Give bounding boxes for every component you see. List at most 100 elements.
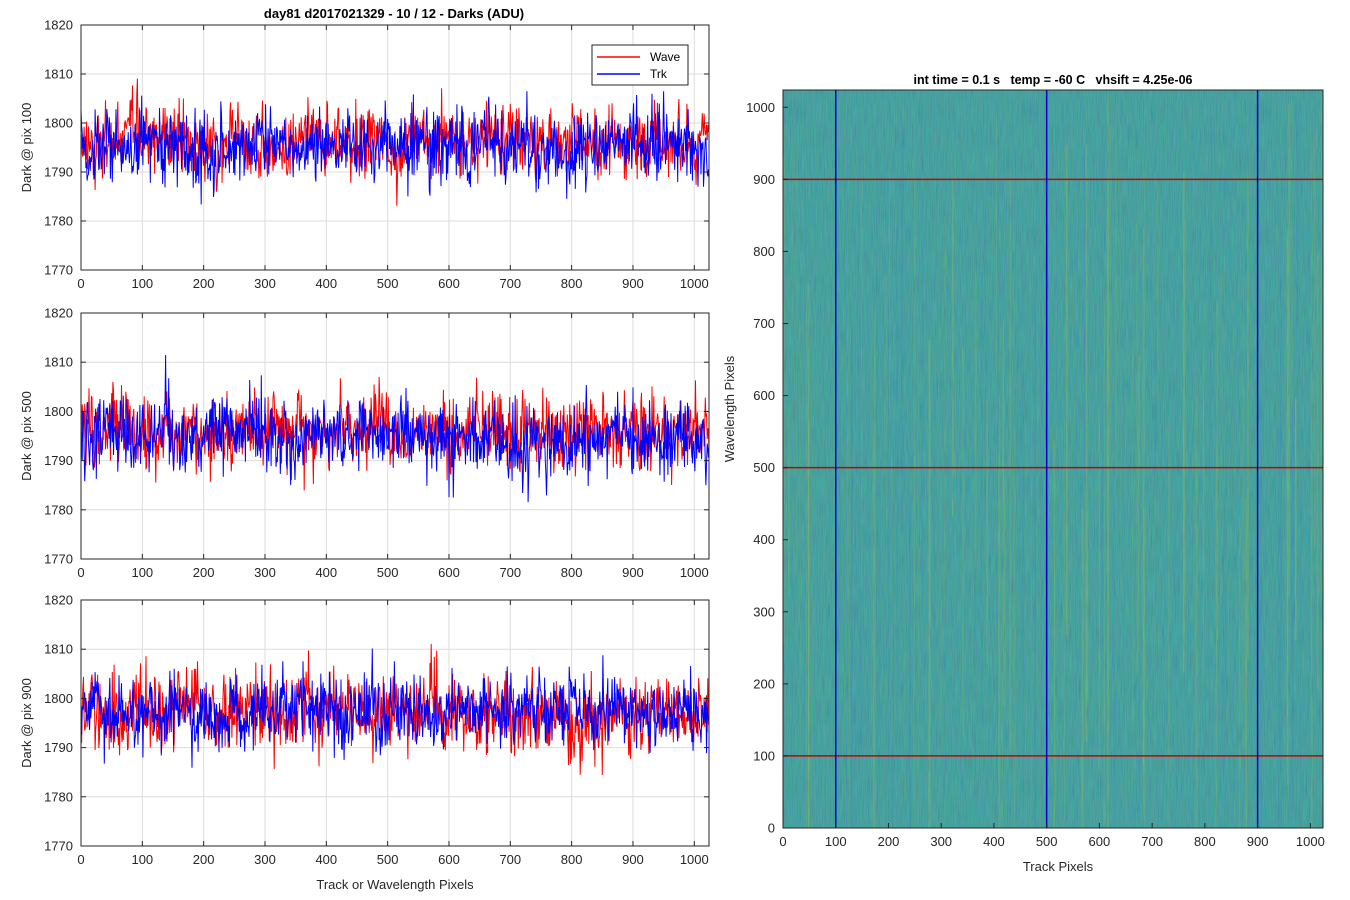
x-tick-label: 100 xyxy=(131,852,153,867)
x-tick-label: 700 xyxy=(499,276,521,291)
x-tick-label: 1000 xyxy=(680,852,709,867)
x-tick-label: 0 xyxy=(77,565,84,580)
x-tick-label: 500 xyxy=(1036,834,1058,849)
axes-frame xyxy=(80,312,710,560)
y-tick-label: 0 xyxy=(768,821,775,836)
y-tick-label: 1820 xyxy=(44,18,73,33)
y-tick-label: 700 xyxy=(753,316,775,331)
x-tick-label: 400 xyxy=(315,852,337,867)
grid xyxy=(80,599,709,847)
y-tick-label: 1800 xyxy=(44,116,73,131)
x-tick-labels: 0 100 200 300 400 500 600 700 800 900 1000 xyxy=(779,823,1325,849)
x-tick-label: 700 xyxy=(499,852,521,867)
y-axis-label: Dark @ pix 100 xyxy=(19,103,34,193)
series-trk xyxy=(80,648,710,768)
x-tick-labels: 0 100 200 300 400 500 600 700 800 900 1000 xyxy=(77,600,709,867)
heatmap-panel: int time = 0.1 s temp = -60 C vhsift = 4… xyxy=(722,73,1325,874)
x-tick-label: 100 xyxy=(825,834,847,849)
plot-pix-500: 0 100 200 300 400 500 600 700 800 900 1000 1770 178… xyxy=(19,306,710,580)
y-tick-label: 1780 xyxy=(44,789,73,804)
heatmap-image xyxy=(783,90,1324,829)
x-tick-label: 300 xyxy=(930,834,952,849)
heatmap-title: int time = 0.1 s temp = -60 C vhsift = 4… xyxy=(914,73,1193,87)
y-tick-label: 600 xyxy=(753,388,775,403)
y-tick-label: 1000 xyxy=(746,100,775,115)
x-tick-label: 1000 xyxy=(680,565,709,580)
x-tick-label: 700 xyxy=(499,565,521,580)
heatmap-markers xyxy=(783,90,1323,828)
x-tick-label: 600 xyxy=(438,276,460,291)
y-tick-labels: 1770 1780 1790 1800 1810 1820 xyxy=(44,306,709,567)
y-tick-label: 1810 xyxy=(44,67,73,82)
x-axis-label: Track or Wavelength Pixels xyxy=(316,877,474,892)
x-tick-label: 800 xyxy=(561,276,583,291)
x-tick-label: 100 xyxy=(131,276,153,291)
x-tick-label: 900 xyxy=(622,565,644,580)
series-trk xyxy=(80,91,710,205)
y-tick-label: 900 xyxy=(753,172,775,187)
y-tick-label: 1770 xyxy=(44,839,73,854)
x-tick-label: 200 xyxy=(193,852,215,867)
series-line-trk xyxy=(80,648,710,768)
legend: Wave Trk xyxy=(591,44,689,86)
x-tick-label: 200 xyxy=(193,276,215,291)
y-tick-label: 1820 xyxy=(44,306,73,321)
y-tick-labels: 0 100 200 300 400 500 600 700 800 900 1000 xyxy=(746,100,788,836)
y-tick-label: 1790 xyxy=(44,740,73,755)
heatmap-noise xyxy=(783,90,1323,828)
x-tick-label: 400 xyxy=(315,276,337,291)
x-tick-labels: 0 100 200 300 400 500 600 700 800 900 1000 xyxy=(77,25,709,291)
x-tick-label: 0 xyxy=(77,852,84,867)
y-tick-label: 100 xyxy=(753,748,775,763)
x-tick-label: 600 xyxy=(438,565,460,580)
x-tick-label: 400 xyxy=(315,565,337,580)
x-tick-label: 200 xyxy=(878,834,900,849)
series-line-trk xyxy=(80,91,710,205)
series-line-wave xyxy=(80,376,710,491)
x-tick-label: 700 xyxy=(1141,834,1163,849)
series-trk xyxy=(80,354,710,503)
y-tick-label: 1790 xyxy=(44,165,73,180)
x-tick-label: 900 xyxy=(622,276,644,291)
y-tick-label: 800 xyxy=(753,244,775,259)
x-tick-label: 500 xyxy=(377,852,399,867)
x-tick-label: 500 xyxy=(377,565,399,580)
x-tick-label: 300 xyxy=(254,565,276,580)
series-wave xyxy=(80,643,710,776)
x-tick-label: 500 xyxy=(377,276,399,291)
series-wave xyxy=(80,376,710,491)
y-tick-label: 1770 xyxy=(44,263,73,278)
x-tick-label: 300 xyxy=(254,852,276,867)
plot-pix-900: 0 100 200 300 400 500 600 700 800 900 1000 1770 178… xyxy=(19,593,710,892)
y-tick-label: 1790 xyxy=(44,453,73,468)
x-tick-label: 800 xyxy=(561,565,583,580)
legend-label-wave: Wave xyxy=(650,50,681,64)
y-tick-label: 1810 xyxy=(44,355,73,370)
x-tick-label: 800 xyxy=(561,852,583,867)
x-tick-label: 1000 xyxy=(1296,834,1325,849)
y-tick-label: 1780 xyxy=(44,502,73,517)
legend-box xyxy=(591,44,689,86)
legend-label-trk: Trk xyxy=(650,67,668,81)
x-tick-label: 600 xyxy=(1089,834,1111,849)
y-tick-label: 1810 xyxy=(44,642,73,657)
y-tick-label: 1800 xyxy=(44,404,73,419)
y-axis-label: Dark @ pix 500 xyxy=(19,391,34,481)
x-tick-label: 900 xyxy=(622,852,644,867)
x-tick-label: 200 xyxy=(193,565,215,580)
series-line-trk xyxy=(80,354,710,503)
x-tick-label: 600 xyxy=(438,852,460,867)
x-tick-label: 1000 xyxy=(680,276,709,291)
x-tick-label: 400 xyxy=(983,834,1005,849)
series-line-wave xyxy=(80,643,710,776)
y-tick-label: 500 xyxy=(753,460,775,475)
axes-frame xyxy=(782,89,1324,829)
y-tick-label: 200 xyxy=(753,676,775,691)
plot-pix-100: day81 d2017021329 - 10 / 12 - Darks (ADU… xyxy=(19,6,710,291)
y-tick-label: 1780 xyxy=(44,214,73,229)
y-tick-labels: 1770 1780 1790 1800 1810 1820 xyxy=(44,18,709,278)
figure-title: day81 d2017021329 - 10 / 12 - Darks (ADU… xyxy=(264,6,524,21)
y-tick-label: 1800 xyxy=(44,691,73,706)
x-tick-label: 0 xyxy=(779,834,786,849)
